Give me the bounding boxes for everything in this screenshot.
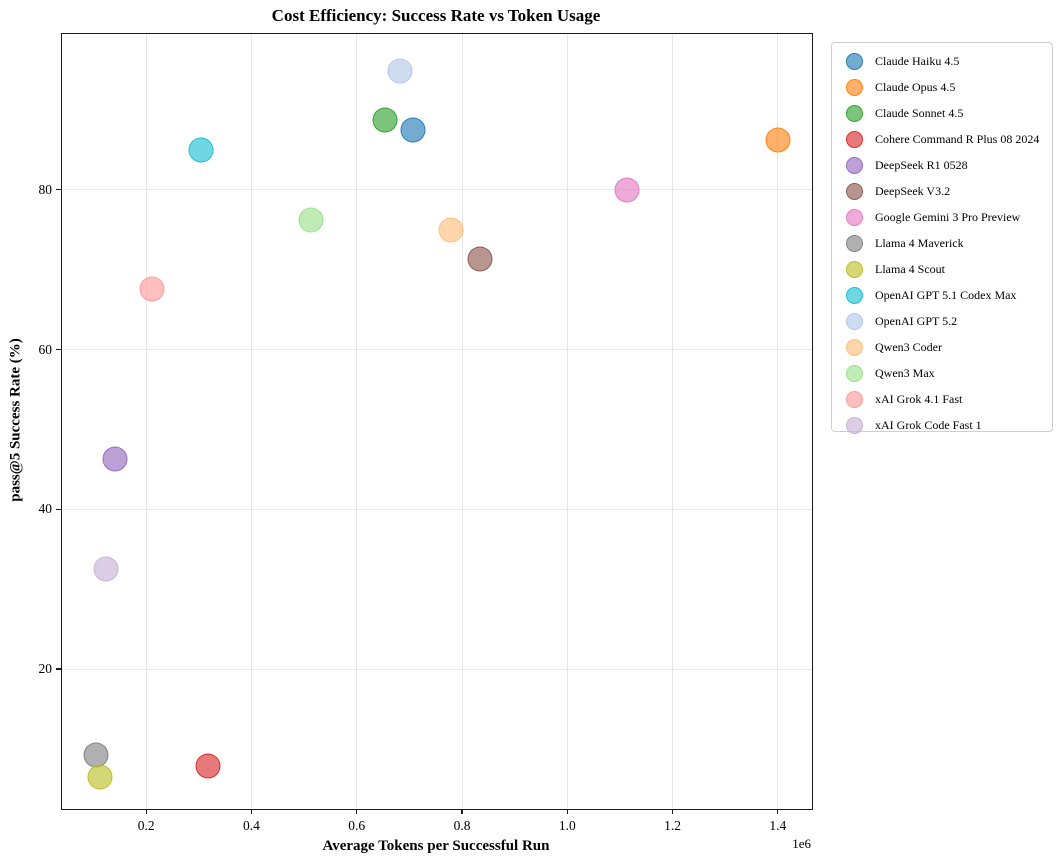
- x-tick-mark: [671, 809, 674, 814]
- legend-marker-icon: [846, 234, 863, 252]
- scatter-point-openai-gpt-5-2: [387, 58, 413, 84]
- legend-marker-icon: [846, 182, 863, 200]
- scatter-point-openai-gpt-5-1-codex-max: [188, 137, 214, 163]
- x-tick-mark: [145, 809, 147, 814]
- legend-item: Google Gemini 3 Pro Preview: [832, 204, 1052, 230]
- x-tick-label: 0.4: [243, 818, 260, 833]
- legend-label: OpenAI GPT 5.1 Codex Max: [875, 287, 1017, 302]
- y-tick-label: 40: [38, 501, 53, 517]
- legend-label: Cohere Command R Plus 08 2024: [875, 131, 1040, 146]
- x-tick-mark: [566, 809, 568, 814]
- legend-label: Llama 4 Scout: [875, 261, 945, 276]
- x-tick-mark: [356, 809, 358, 814]
- legend-marker-icon: [846, 286, 863, 304]
- x-gridline: [461, 34, 463, 809]
- x-tick-label: 0.6: [348, 818, 366, 833]
- scatter-point-cohere-command-r-plus-08-2024: [195, 753, 221, 779]
- legend-marker-icon: [846, 208, 863, 226]
- y-gridline: [62, 349, 812, 351]
- y-gridline: [62, 189, 812, 191]
- x-gridline: [672, 34, 674, 809]
- y-gridline: [62, 508, 812, 510]
- legend: Claude Haiku 4.5 Claude Opus 4.5 Claude So…: [831, 42, 1053, 434]
- scatter-point-qwen3-max: [298, 207, 324, 233]
- x-tick-label: 1.4: [769, 818, 787, 833]
- x-gridline: [250, 34, 252, 809]
- legend-marker-icon: [846, 416, 863, 434]
- x-gridline: [145, 34, 147, 809]
- legend-label: DeepSeek V3.2: [875, 183, 951, 198]
- legend-label: Qwen3 Max: [875, 365, 935, 380]
- y-tick-mark: [55, 668, 61, 670]
- legend-label: xAI Grok 4.1 Fast: [875, 391, 963, 406]
- legend-item: DeepSeek R1 0528: [832, 152, 1052, 178]
- y-tick-mark: [55, 508, 61, 511]
- scatter-point-qwen3-coder: [438, 217, 464, 243]
- x-tick-mark: [777, 809, 779, 814]
- scatter-point-claude-haiku-4-5: [400, 117, 426, 143]
- legend-item: xAI Grok 4.1 Fast: [832, 386, 1052, 412]
- legend-marker-icon: [846, 130, 863, 148]
- legend-label: Claude Sonnet 4.5: [875, 105, 964, 120]
- legend-label: DeepSeek R1 0528: [875, 157, 968, 172]
- legend-marker-icon: [846, 390, 863, 408]
- x-tick-label: 1.2: [664, 818, 681, 833]
- legend-marker-icon: [846, 260, 863, 278]
- legend-label: OpenAI GPT 5.2: [875, 313, 958, 328]
- legend-item: Llama 4 Maverick: [832, 230, 1052, 256]
- legend-marker-icon: [846, 156, 863, 174]
- y-tick-label: 20: [38, 661, 53, 677]
- scatter-point-deepseek-r1-0528: [102, 446, 128, 472]
- x-axis-offset-label: 1e6: [792, 836, 811, 851]
- legend-label: Google Gemini 3 Pro Preview: [875, 209, 1021, 224]
- scatter-point-llama-4-scout: [87, 764, 113, 790]
- scatter-point-claude-sonnet-4-5: [372, 107, 398, 133]
- legend-item: Qwen3 Max: [832, 360, 1052, 386]
- legend-marker-icon: [846, 104, 863, 122]
- legend-label: xAI Grok Code Fast 1: [875, 417, 982, 432]
- x-gridline: [566, 34, 568, 809]
- y-tick-mark: [55, 189, 61, 191]
- x-axis-label: Average Tokens per Successful Run: [322, 838, 550, 854]
- y-gridline: [62, 668, 812, 670]
- x-tick-label: 0.8: [453, 818, 471, 833]
- legend-item: Llama 4 Scout: [832, 256, 1052, 282]
- scatter-point-deepseek-v3-2: [467, 246, 493, 272]
- scatter-point-xai-grok-code-fast-1: [93, 556, 119, 582]
- legend-item: Qwen3 Coder: [832, 334, 1052, 360]
- x-tick-label: 1.0: [558, 818, 576, 833]
- legend-item: DeepSeek V3.2: [832, 178, 1052, 204]
- legend-label: Claude Opus 4.5: [875, 79, 956, 94]
- legend-item: OpenAI GPT 5.1 Codex Max: [832, 282, 1052, 308]
- legend-marker-icon: [846, 338, 863, 356]
- scatter-point-claude-opus-4-5: [765, 127, 791, 153]
- x-tick-mark: [250, 809, 253, 814]
- legend-item: Claude Opus 4.5: [832, 74, 1052, 100]
- legend-label: Llama 4 Maverick: [875, 235, 964, 250]
- y-tick-label: 60: [38, 341, 53, 357]
- legend-item: Cohere Command R Plus 08 2024: [832, 126, 1052, 152]
- legend-marker-icon: [846, 312, 863, 330]
- scatter-point-google-gemini-3-pro-preview: [614, 177, 640, 203]
- x-tick-mark: [461, 809, 463, 814]
- chart-title: Cost Efficiency: Success Rate vs Token U…: [271, 6, 601, 25]
- legend-label: Qwen3 Coder: [875, 339, 942, 354]
- legend-marker-icon: [846, 78, 863, 96]
- legend-item: Claude Haiku 4.5: [832, 48, 1052, 74]
- y-tick-mark: [55, 348, 61, 351]
- y-axis-label: pass@5 Success Rate (%): [7, 338, 24, 502]
- scatter-point-xai-grok-4-1-fast: [139, 276, 165, 302]
- x-gridline: [777, 34, 779, 809]
- legend-label: Claude Haiku 4.5: [875, 53, 960, 68]
- x-gridline: [356, 34, 358, 809]
- x-tick-label: 0.2: [137, 818, 155, 833]
- legend-marker-icon: [846, 364, 863, 382]
- y-tick-label: 80: [38, 181, 53, 197]
- legend-item: OpenAI GPT 5.2: [832, 308, 1052, 334]
- legend-item: xAI Grok Code Fast 1: [832, 412, 1052, 438]
- legend-item: Claude Sonnet 4.5: [832, 100, 1052, 126]
- plot-area: 0.2 0.4 0.6 0.8 1.0 1.2 1.4 20 40 60 80: [39, 33, 813, 833]
- legend-marker-icon: [846, 52, 863, 70]
